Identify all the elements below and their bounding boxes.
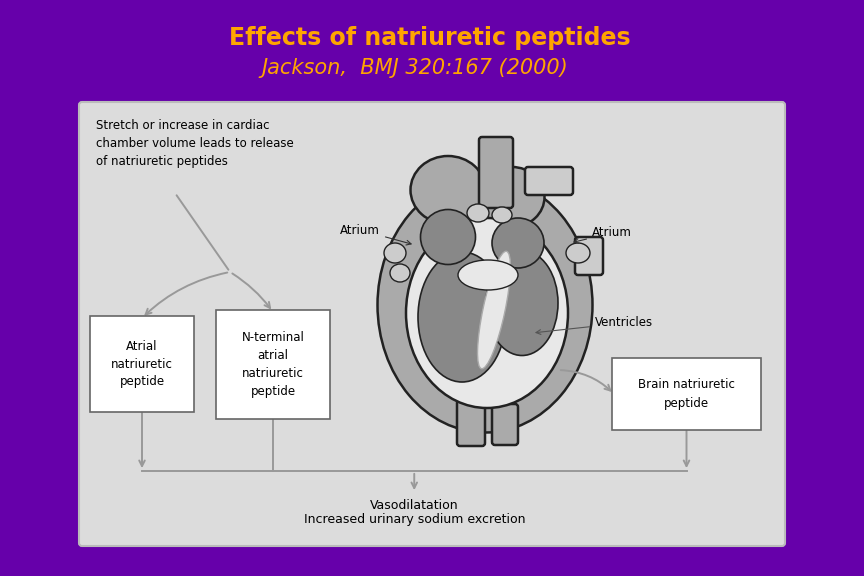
Text: Jackson,  BMJ 320:167 (2000): Jackson, BMJ 320:167 (2000): [262, 58, 569, 78]
Text: N-terminal
atrial
natriuretic
peptide: N-terminal atrial natriuretic peptide: [242, 331, 304, 398]
Ellipse shape: [478, 251, 511, 369]
Ellipse shape: [378, 177, 593, 433]
Ellipse shape: [410, 156, 486, 224]
Text: Ventricles: Ventricles: [536, 316, 653, 335]
Ellipse shape: [421, 210, 475, 264]
Ellipse shape: [418, 252, 506, 382]
Ellipse shape: [492, 207, 512, 223]
FancyBboxPatch shape: [90, 316, 194, 412]
Text: Effects of natriuretic peptides: Effects of natriuretic peptides: [229, 26, 631, 50]
Ellipse shape: [492, 218, 544, 268]
Text: Atrium: Atrium: [340, 223, 411, 245]
Text: Stretch or increase in cardiac
chamber volume leads to release
of natriuretic pe: Stretch or increase in cardiac chamber v…: [96, 119, 294, 168]
Ellipse shape: [566, 243, 590, 263]
Ellipse shape: [486, 251, 558, 355]
Ellipse shape: [458, 260, 518, 290]
FancyBboxPatch shape: [525, 167, 573, 195]
Ellipse shape: [384, 243, 406, 263]
Text: Increased urinary sodium excretion: Increased urinary sodium excretion: [303, 513, 525, 526]
Text: Vasodilatation: Vasodilatation: [370, 499, 459, 512]
FancyBboxPatch shape: [492, 404, 518, 445]
FancyBboxPatch shape: [575, 237, 603, 275]
FancyBboxPatch shape: [479, 137, 513, 208]
Ellipse shape: [406, 218, 568, 408]
Text: Brain natriuretic
peptide: Brain natriuretic peptide: [638, 378, 735, 410]
Ellipse shape: [467, 204, 489, 222]
Ellipse shape: [480, 167, 544, 227]
FancyBboxPatch shape: [457, 400, 485, 446]
Ellipse shape: [390, 264, 410, 282]
FancyBboxPatch shape: [612, 358, 761, 430]
Text: Atrial
natriuretic
peptide: Atrial natriuretic peptide: [111, 339, 173, 388]
Text: Atrium: Atrium: [574, 226, 632, 243]
FancyBboxPatch shape: [216, 310, 330, 419]
FancyBboxPatch shape: [79, 102, 785, 546]
